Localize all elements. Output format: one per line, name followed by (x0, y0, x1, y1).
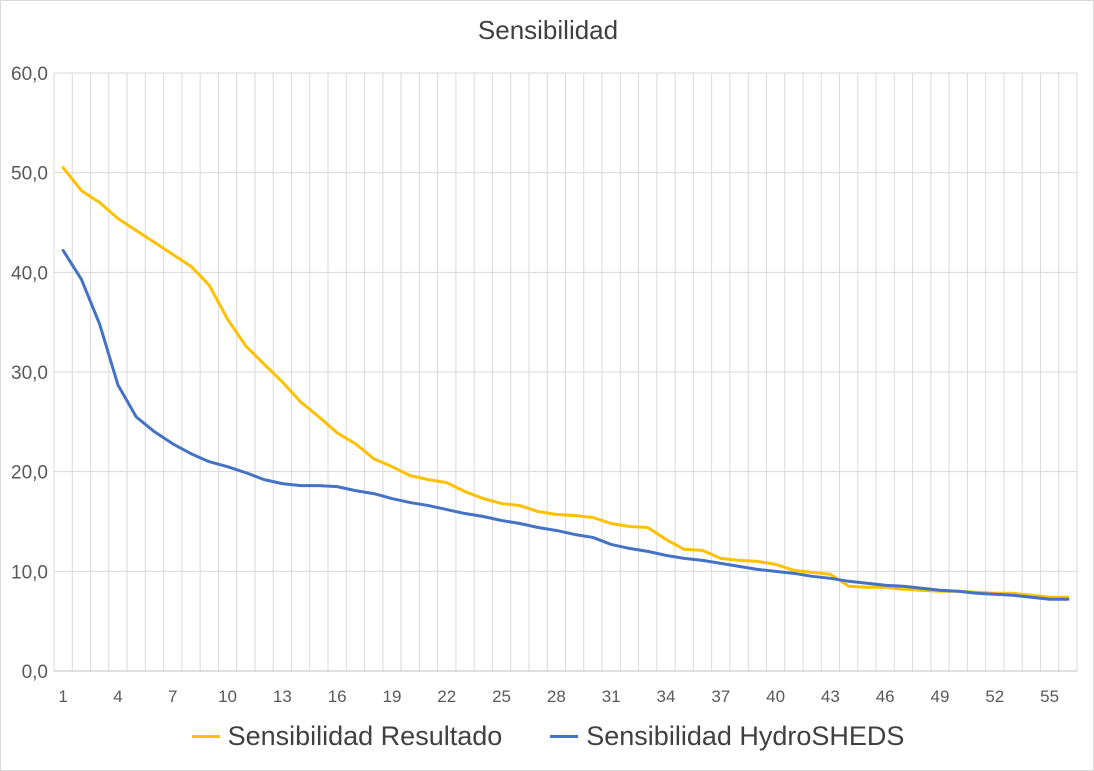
x-tick-label: 25 (492, 687, 511, 706)
y-tick-label: 60,0 (11, 64, 48, 85)
x-tick-label: 46 (876, 687, 895, 706)
x-tick-label: 13 (273, 687, 292, 706)
x-tick-label: 22 (437, 687, 456, 706)
x-tick-label: 4 (113, 687, 122, 706)
x-tick-label: 7 (168, 687, 177, 706)
legend-label-resultado: Sensibilidad Resultado (227, 721, 503, 751)
x-tick-label: 31 (602, 687, 621, 706)
x-tick-label: 43 (821, 687, 840, 706)
y-tick-label: 50,0 (11, 164, 48, 185)
x-tick-label: 52 (985, 687, 1004, 706)
y-tick-label: 0,0 (22, 662, 48, 683)
x-tick-label: 16 (328, 687, 347, 706)
x-tick-label: 34 (657, 687, 676, 706)
y-tick-label: 30,0 (11, 363, 48, 384)
chart-title: Sensibilidad (477, 15, 619, 45)
legend-swatch-hydrosheds (550, 735, 579, 738)
legend-swatch-resultado (191, 735, 220, 738)
legend: Sensibilidad Resultado Sensibilidad Hydr… (1, 721, 1094, 752)
x-tick-label: 55 (1040, 687, 1059, 706)
series-line-hydrosheds (61, 248, 1070, 601)
y-tick-label: 40,0 (11, 263, 48, 284)
legend-item-resultado: Sensibilidad Resultado (191, 721, 503, 752)
legend-label-hydrosheds: Sensibilidad HydroSHEDS (586, 721, 905, 751)
x-tick-label: 40 (766, 687, 785, 706)
x-tick-label: 37 (711, 687, 730, 706)
series-line-resultado (61, 166, 1070, 599)
x-tick-label: 1 (58, 687, 67, 706)
x-tick-label: 28 (547, 687, 566, 706)
x-tick-label: 10 (218, 687, 237, 706)
y-tick-label: 10,0 (11, 562, 48, 583)
legend-item-hydrosheds: Sensibilidad HydroSHEDS (550, 721, 904, 752)
y-tick-label: 20,0 (11, 463, 48, 484)
plot-area: 0,0 10,0 20,0 30,0 40,0 50,0 60,0 1 4 7 10 13 16 19 22… (11, 64, 1078, 706)
x-tick-label: 49 (931, 687, 950, 706)
x-tick-label: 19 (382, 687, 401, 706)
